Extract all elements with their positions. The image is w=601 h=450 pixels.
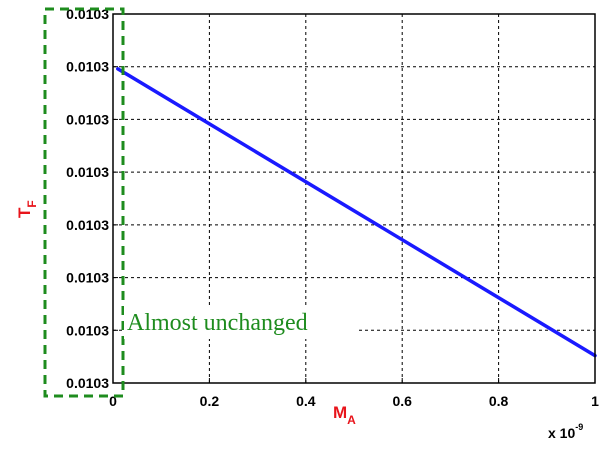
x-tick-labels: 0 0.2 0.4 0.6 0.8 1 xyxy=(109,393,599,409)
y-axis-label-subscript: F xyxy=(25,200,39,207)
x-tick-label: 0.6 xyxy=(392,393,412,409)
plot-frame xyxy=(112,13,596,384)
x-axis-label-main: M xyxy=(333,403,347,422)
y-tick-label: 0.0103 xyxy=(66,217,109,233)
y-tick-label: 0.0103 xyxy=(66,164,109,180)
y-tick-label: 0.0103 xyxy=(66,6,109,22)
x-tick-label: 1 xyxy=(591,393,599,409)
x-multiplier-base: x 10 xyxy=(548,425,575,441)
y-axis-label-main: T xyxy=(15,207,34,218)
y-tick-label: 0.0103 xyxy=(66,375,109,391)
x-tick-label: 0.2 xyxy=(200,393,220,409)
x-multiplier: x 10-9 xyxy=(548,422,583,441)
y-tick-label: 0.0103 xyxy=(66,322,109,338)
y-tick-label: 0.0103 xyxy=(66,111,109,127)
y-axis-label: TF xyxy=(15,200,39,218)
annotation-dashed-box xyxy=(43,7,125,398)
annotation-text-background xyxy=(124,305,356,339)
series-layer xyxy=(116,67,597,358)
x-axis-label-subscript: A xyxy=(347,413,356,427)
x-tick-label: 0.8 xyxy=(489,393,509,409)
series-line xyxy=(116,67,597,358)
x-axis-label: MA xyxy=(333,403,356,427)
y-tick-label: 0.0103 xyxy=(66,59,109,75)
x-multiplier-exponent: -9 xyxy=(575,422,583,432)
annotation-text: Almost unchanged xyxy=(127,310,308,336)
x-tick-label: 0 xyxy=(109,393,117,409)
y-tick-label: 0.0103 xyxy=(66,270,109,286)
x-tick-label: 0.4 xyxy=(296,393,316,409)
y-tick-labels: 0.0103 0.0103 0.0103 0.0103 0.0103 0.0103 0.01… xyxy=(66,6,109,391)
